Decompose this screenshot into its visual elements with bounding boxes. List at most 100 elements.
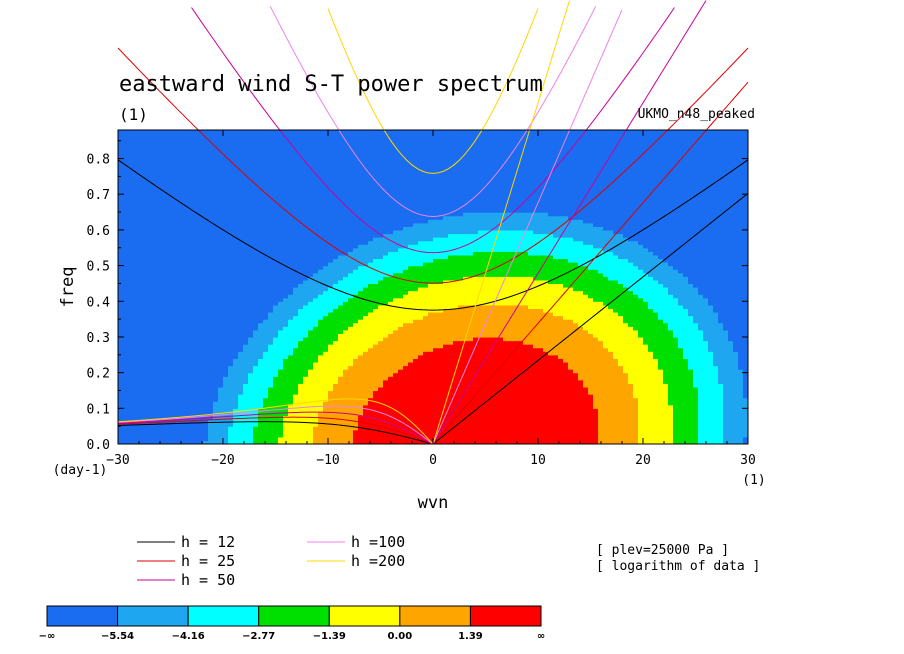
field-cell: [273, 183, 279, 188]
field-cell: [213, 283, 219, 288]
field-cell: [258, 294, 264, 299]
field-cell: [183, 372, 189, 377]
field-cell: [118, 358, 124, 363]
field-cell: [303, 222, 309, 227]
field-cell: [363, 137, 369, 142]
field-cell: [383, 329, 389, 334]
field-cell: [368, 354, 374, 359]
field-cell: [123, 436, 129, 442]
field-cell: [118, 187, 124, 192]
field-cell: [268, 237, 274, 242]
field-cell: [273, 222, 279, 227]
field-cell: [238, 358, 244, 363]
field-cell: [308, 272, 314, 277]
field-cell: [293, 151, 299, 156]
field-cell: [223, 322, 229, 327]
field-cell: [323, 340, 329, 345]
field-cell: [228, 297, 234, 302]
field-cell: [203, 390, 209, 395]
field-cell: [193, 272, 199, 277]
field-cell: [293, 279, 299, 285]
field-cell: [203, 137, 209, 142]
field-cell: [148, 158, 154, 163]
field-cell: [238, 436, 244, 442]
field-cell: [268, 212, 274, 217]
field-cell: [248, 344, 254, 349]
field-cell: [138, 165, 144, 170]
field-cell: [278, 190, 284, 195]
field-cell: [193, 311, 199, 317]
field-cell: [218, 436, 224, 442]
field-cell: [338, 354, 344, 359]
field-cell: [263, 440, 269, 444]
field-cell: [173, 361, 179, 367]
field-cell: [153, 244, 159, 249]
field-cell: [168, 229, 174, 235]
field-cell: [393, 240, 399, 245]
field-cell: [258, 258, 264, 263]
field-cell: [118, 301, 124, 306]
field-cell: [203, 336, 209, 342]
field-cell: [228, 333, 234, 338]
field-cell: [258, 429, 264, 434]
field-cell: [383, 344, 389, 349]
field-cell: [173, 204, 179, 210]
field-cell: [303, 176, 309, 181]
field-cell: [128, 383, 134, 388]
field-cell: [313, 365, 319, 370]
field-cell: [253, 172, 259, 177]
field-cell: [378, 376, 384, 381]
field-cell: [218, 372, 224, 377]
field-cell: [228, 187, 234, 192]
field-cell: [173, 162, 179, 167]
field-cell: [363, 151, 369, 156]
field-cell: [133, 408, 139, 413]
field-cell: [278, 290, 284, 295]
field-cell: [223, 411, 229, 417]
field-cell: [328, 276, 334, 281]
field-cell: [298, 265, 304, 270]
field-cell: [133, 347, 139, 352]
field-cell: [363, 304, 369, 310]
field-cell: [268, 322, 274, 327]
field-cell: [368, 340, 374, 345]
field-cell: [363, 226, 369, 231]
field-cell: [228, 140, 234, 145]
field-cell: [243, 383, 249, 388]
field-cell: [178, 344, 184, 349]
field-cell: [283, 183, 289, 188]
field-cell: [173, 133, 179, 138]
field-cell: [388, 315, 394, 320]
field-cell: [233, 408, 239, 413]
field-cell: [263, 244, 269, 249]
field-cell: [333, 319, 339, 324]
field-cell: [158, 322, 164, 327]
field-cell: [173, 222, 179, 227]
field-cell: [343, 222, 349, 227]
field-cell: [128, 144, 134, 149]
field-cell: [238, 176, 244, 181]
field-cell: [223, 386, 229, 392]
field-cell: [223, 304, 229, 310]
field-cell: [273, 140, 279, 145]
field-cell: [203, 147, 209, 153]
field-cell: [228, 379, 234, 384]
field-cell: [188, 315, 194, 320]
field-cell: [368, 422, 374, 427]
field-cell: [263, 237, 269, 242]
field-cell: [148, 233, 154, 238]
field-cell: [348, 240, 354, 245]
field-cell: [323, 344, 329, 349]
field-cell: [388, 140, 394, 145]
field-cell: [173, 287, 179, 292]
field-cell: [358, 379, 364, 384]
field-cell: [243, 229, 249, 235]
field-cell: [133, 354, 139, 359]
field-cell: [398, 251, 404, 256]
field-cell: [228, 287, 234, 292]
field-cell: [323, 287, 329, 292]
field-cell: [328, 290, 334, 295]
field-cell: [343, 165, 349, 170]
field-cell: [338, 240, 344, 245]
field-cell: [173, 369, 179, 374]
